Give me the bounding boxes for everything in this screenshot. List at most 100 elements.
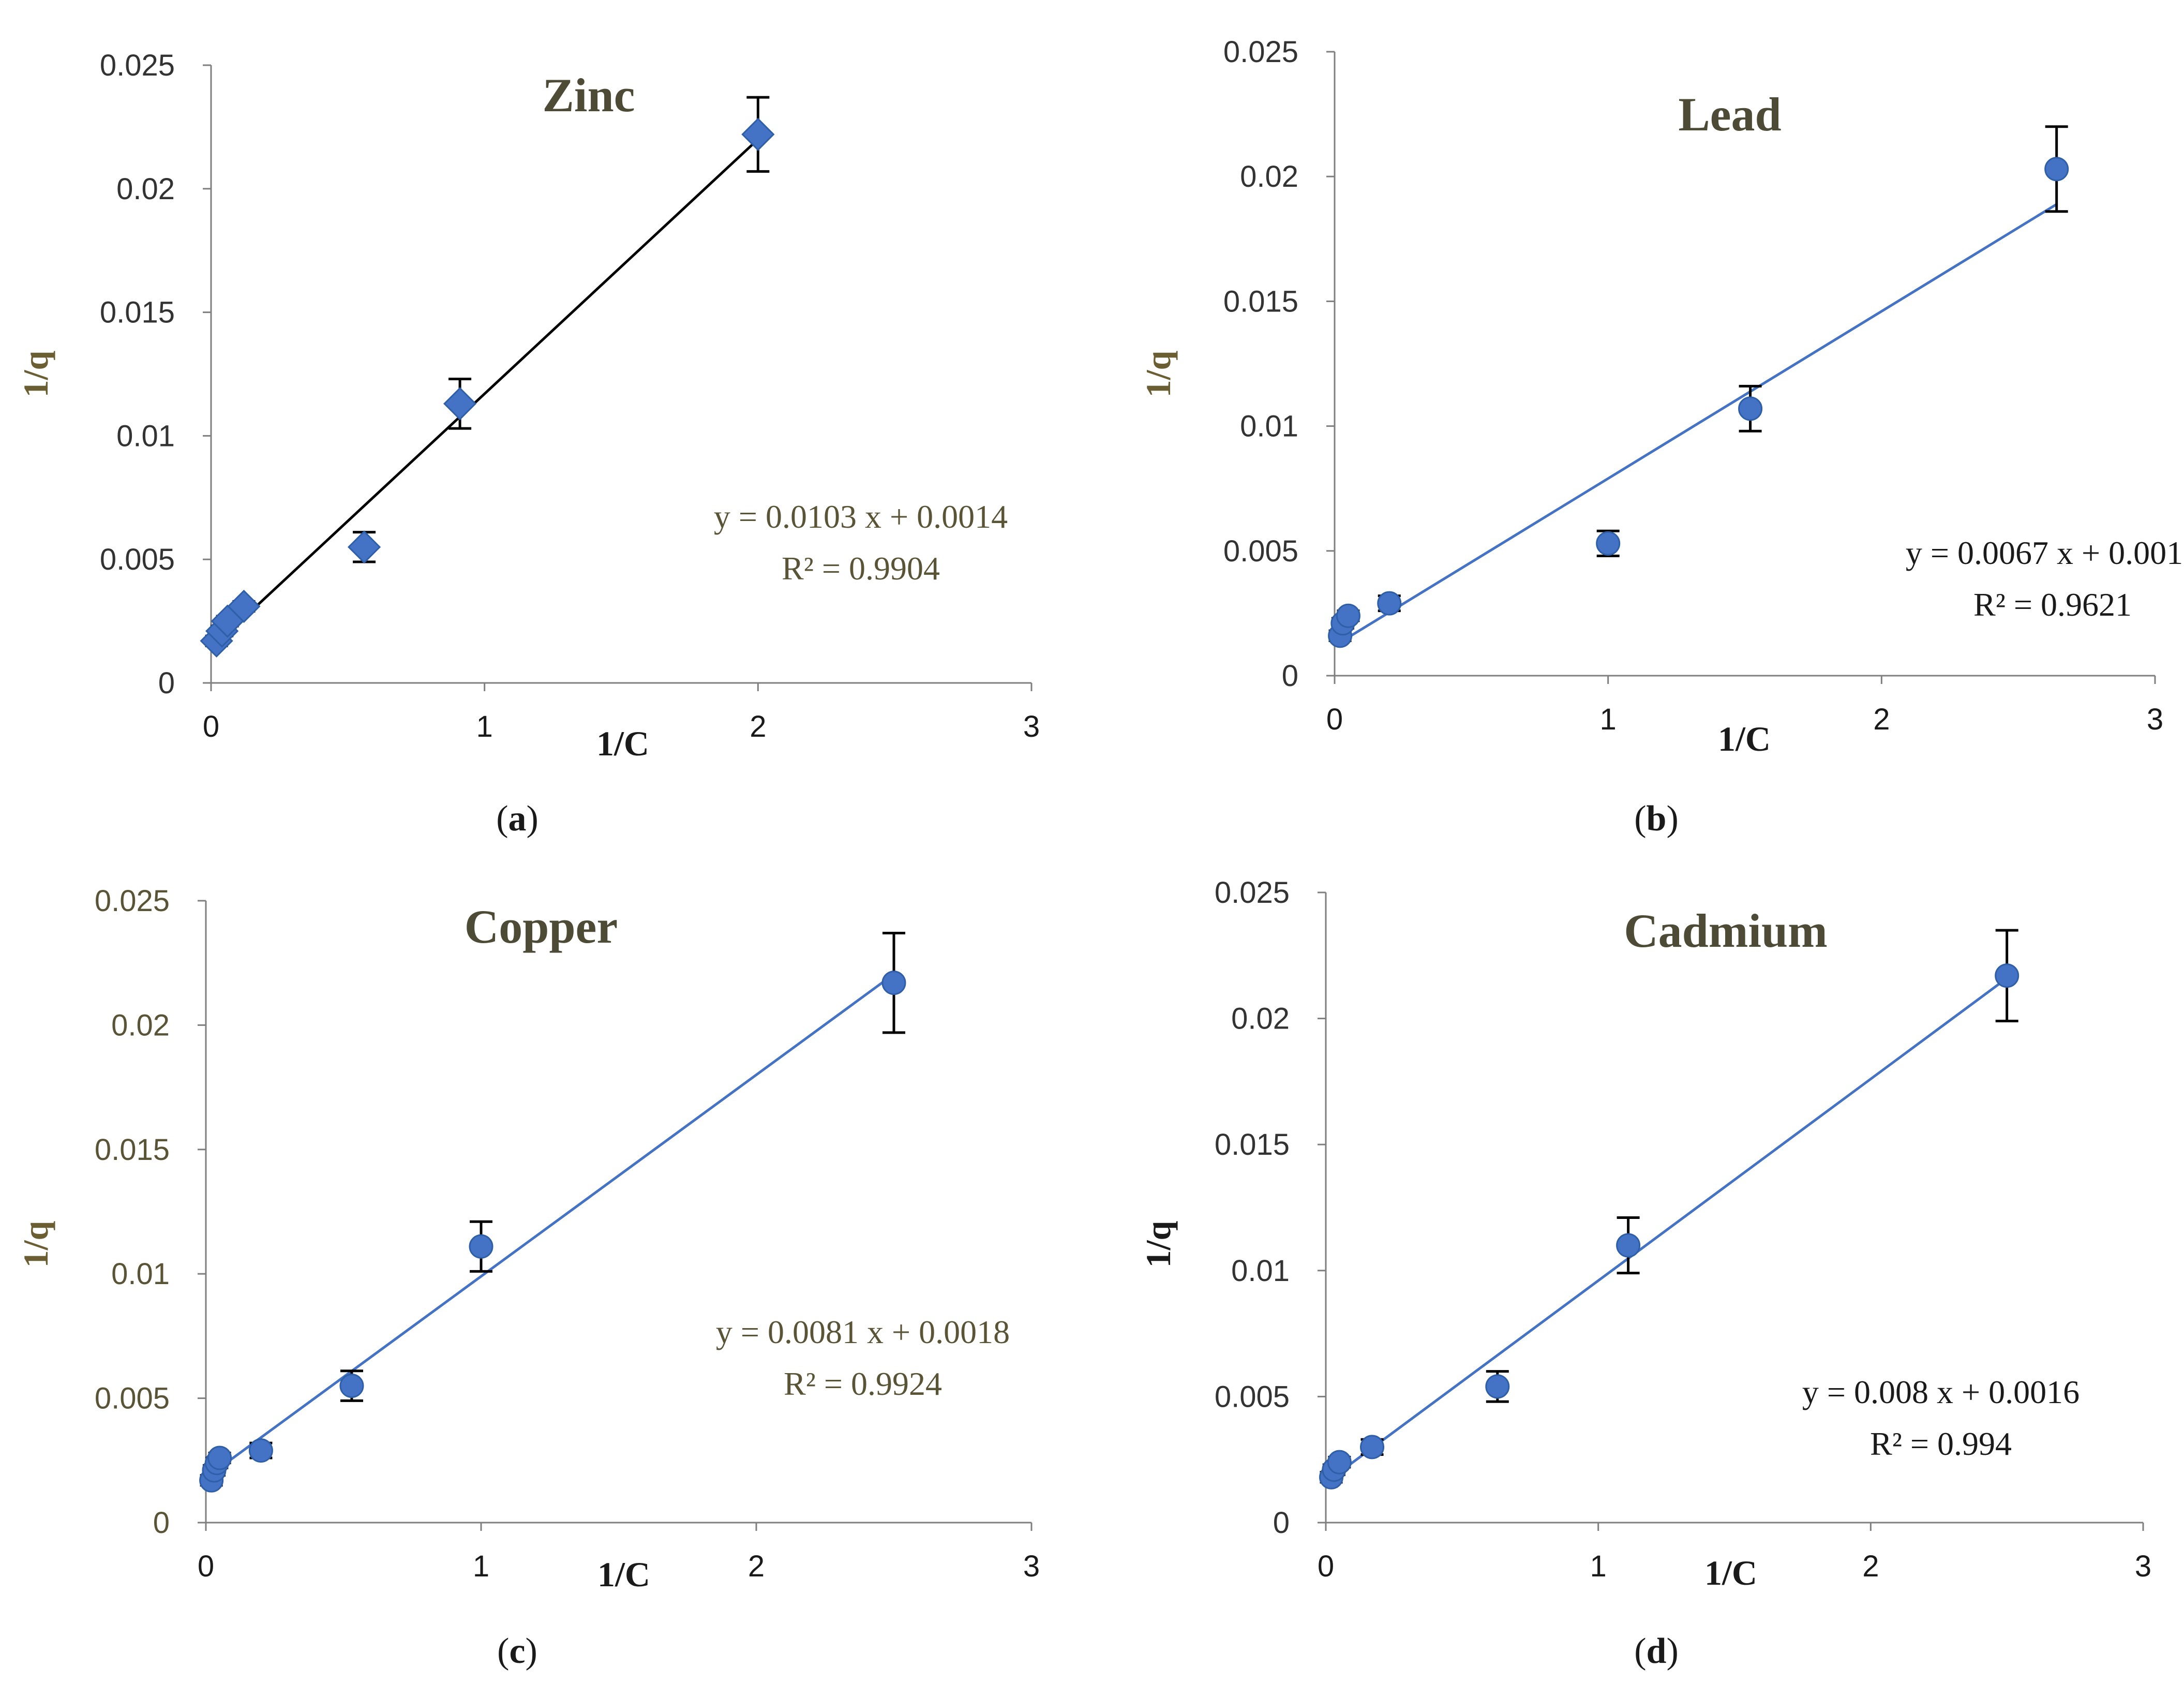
y-tick-label: 0.005 bbox=[100, 543, 175, 576]
chart-title: Cadmium bbox=[1624, 904, 1828, 957]
y-tick-label: 0.015 bbox=[1215, 1128, 1290, 1161]
caption-close-paren: ) bbox=[527, 799, 538, 839]
y-tick-label: 0.005 bbox=[95, 1382, 170, 1416]
data-point bbox=[741, 117, 775, 151]
chart-panel-d: 0 0.005 0.01 0.015 0.02 0.025 0 1 2 3 Cadmium 1/C 1/… bbox=[1139, 876, 2151, 1671]
data-point bbox=[207, 1446, 232, 1470]
caption-close-paren: ) bbox=[1666, 799, 1678, 839]
x-tick-label: 2 bbox=[748, 1550, 765, 1583]
x-tick-label: 2 bbox=[1862, 1550, 1879, 1583]
data-point bbox=[443, 387, 477, 421]
data-point bbox=[339, 1374, 364, 1398]
r-squared-label: R² = 0.994 bbox=[1870, 1425, 2012, 1462]
caption-open-paren: ( bbox=[1634, 1631, 1646, 1671]
data-point bbox=[1377, 591, 1402, 616]
data-point bbox=[1616, 1233, 1641, 1258]
caption-letter: a bbox=[508, 799, 527, 839]
y-tick-label: 0.01 bbox=[1240, 410, 1298, 443]
y-tick-label: 0.01 bbox=[111, 1257, 170, 1291]
chart-title: Zinc bbox=[543, 69, 635, 122]
x-tick-label: 1 bbox=[1600, 703, 1617, 736]
y-tick-label: 0 bbox=[158, 666, 175, 700]
y-tick-label: 0.015 bbox=[1223, 285, 1298, 318]
chart-title: Lead bbox=[1678, 88, 1781, 141]
data-point bbox=[1360, 1435, 1385, 1459]
x-tick-label: 0 bbox=[1318, 1550, 1334, 1583]
y-tick-label: 0.01 bbox=[1231, 1254, 1290, 1288]
x-tick-label: 0 bbox=[1326, 703, 1343, 736]
x-axis-label: 1/C bbox=[1704, 1553, 1757, 1592]
x-tick-label: 0 bbox=[198, 1550, 214, 1583]
y-axis-label: 1/q bbox=[16, 1220, 55, 1268]
r-squared-label: R² = 0.9621 bbox=[1973, 586, 2132, 623]
trendline bbox=[215, 138, 759, 645]
y-axis-label: 1/q bbox=[16, 350, 55, 397]
x-tick-label: 3 bbox=[2147, 703, 2163, 736]
y-tick-label: 0.025 bbox=[1223, 35, 1298, 69]
data-point bbox=[2044, 157, 2069, 182]
data-point bbox=[881, 971, 906, 995]
data-point bbox=[227, 589, 261, 623]
x-tick-label: 3 bbox=[1023, 710, 1040, 743]
trendline-equation: y = 0.0081 x + 0.0018 bbox=[716, 1314, 1010, 1350]
y-tick-label: 0.025 bbox=[1215, 876, 1290, 910]
data-point bbox=[1995, 963, 2020, 988]
chart-panel-a: 0 0.005 0.01 0.015 0.02 0.025 0 1 2 3 Zinc 1/C 1/q y … bbox=[16, 49, 1040, 839]
y-tick-label: 0 bbox=[153, 1506, 170, 1540]
trendline-equation: y = 0.0067 x + 0.0012 bbox=[1906, 534, 2184, 571]
y-tick-label: 0.015 bbox=[100, 296, 175, 330]
caption-close-paren: ) bbox=[1666, 1631, 1678, 1671]
data-point bbox=[248, 1438, 273, 1463]
r-squared-label: R² = 0.9904 bbox=[782, 550, 940, 587]
panel-caption: (d) bbox=[1634, 1631, 1679, 1671]
caption-open-paren: ( bbox=[497, 1631, 509, 1671]
caption-open-paren: ( bbox=[1634, 799, 1646, 839]
x-tick-label: 3 bbox=[2135, 1550, 2151, 1583]
chart-title: Copper bbox=[465, 900, 618, 953]
data-point bbox=[347, 530, 381, 564]
data-point bbox=[1596, 531, 1621, 556]
y-tick-label: 0.025 bbox=[95, 884, 170, 918]
y-axis-label: 1/q bbox=[1139, 350, 1178, 397]
y-tick-label: 0.02 bbox=[1231, 1002, 1290, 1036]
panel-caption: (a) bbox=[496, 799, 538, 839]
y-axis-label: 1/q bbox=[1139, 1220, 1178, 1268]
y-tick-label: 0 bbox=[1273, 1506, 1290, 1540]
y-tick-label: 0.025 bbox=[100, 49, 175, 82]
y-tick-label: 0.02 bbox=[111, 1008, 170, 1042]
y-tick-label: 0.01 bbox=[116, 419, 175, 453]
data-point bbox=[1738, 396, 1763, 421]
x-tick-label: 2 bbox=[750, 710, 766, 743]
caption-letter: d bbox=[1647, 1631, 1667, 1671]
y-tick-label: 0.02 bbox=[1240, 160, 1298, 193]
caption-open-paren: ( bbox=[496, 799, 508, 839]
trendline bbox=[1330, 977, 2008, 1480]
data-point bbox=[469, 1234, 493, 1259]
y-tick-label: 0.015 bbox=[95, 1133, 170, 1167]
r-squared-label: R² = 0.9924 bbox=[784, 1365, 942, 1402]
x-tick-label: 2 bbox=[1873, 703, 1890, 736]
trendline bbox=[211, 973, 895, 1475]
panel-caption: (b) bbox=[1634, 799, 1679, 839]
trendline bbox=[1339, 203, 2057, 644]
caption-letter: b bbox=[1647, 799, 1667, 839]
y-tick-label: 0.02 bbox=[116, 172, 175, 206]
x-tick-label: 3 bbox=[1023, 1550, 1040, 1583]
y-tick-label: 0 bbox=[1282, 659, 1298, 693]
x-axis-label: 1/C bbox=[596, 724, 649, 763]
x-tick-label: 1 bbox=[476, 710, 493, 743]
caption-letter: c bbox=[509, 1631, 525, 1671]
chart-panel-b: 0 0.005 0.01 0.015 0.02 0.025 0 1 2 3 Lead 1/C 1/q y … bbox=[1139, 35, 2184, 839]
x-tick-label: 1 bbox=[1590, 1550, 1607, 1583]
chart-panel-c: 0 0.005 0.01 0.015 0.02 0.025 0 1 2 3 Copper 1/C 1/q… bbox=[16, 884, 1040, 1671]
x-axis-label: 1/C bbox=[1718, 719, 1771, 758]
y-tick-label: 0.005 bbox=[1215, 1380, 1290, 1413]
panel-caption: (c) bbox=[497, 1631, 537, 1671]
data-point bbox=[1336, 603, 1360, 628]
x-tick-label: 0 bbox=[203, 710, 219, 743]
x-axis-label: 1/C bbox=[597, 1555, 650, 1594]
caption-close-paren: ) bbox=[526, 1631, 537, 1671]
trendline-equation: y = 0.0103 x + 0.0014 bbox=[714, 498, 1008, 535]
data-point bbox=[1327, 1450, 1352, 1475]
